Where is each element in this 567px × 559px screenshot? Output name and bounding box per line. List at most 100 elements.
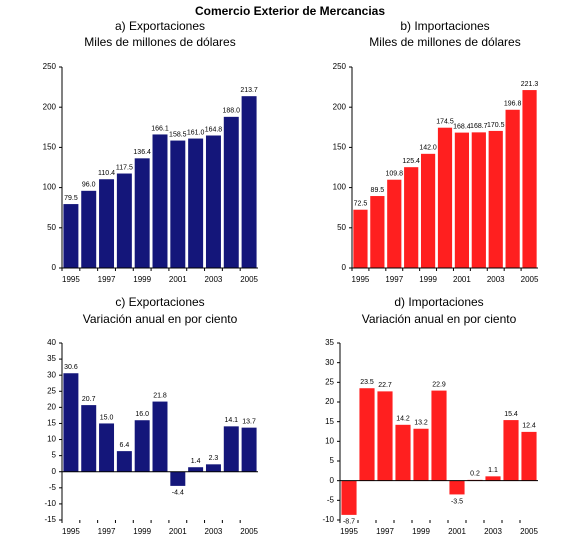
y-tick-label: -15 [44,515,56,524]
bar [116,173,132,268]
y-tick-label: 35 [325,338,334,347]
bar [377,391,393,481]
y-tick-label: 0 [52,263,57,272]
x-tick-label: 2003 [487,275,505,284]
value-label: 72.5 [354,201,368,208]
x-tick-label: 1999 [412,527,430,536]
y-tick-label: -5 [49,483,57,492]
chart-subtitle: Miles de millones de dólares [84,35,235,49]
value-label: 164.8 [205,126,223,133]
y-tick-label: 200 [43,102,57,111]
y-tick-label: 30 [47,370,56,379]
x-tick-label: 2005 [240,527,258,536]
bar [170,471,186,486]
bar [81,405,97,472]
y-tick-label: 20 [325,397,334,406]
bar [395,424,411,481]
value-label: 1.4 [191,458,201,465]
value-label: 96.0 [82,182,96,189]
y-tick-label: 150 [333,143,347,152]
value-label: 23.5 [360,379,374,386]
bar [63,373,79,472]
bar [488,130,503,268]
value-label: 1.1 [488,467,498,474]
y-tick-label: -10 [322,515,334,524]
x-tick-label: 1997 [98,275,116,284]
value-label: 2.3 [209,455,219,462]
y-tick-label: 250 [333,62,347,71]
value-label: 22.9 [432,381,446,388]
x-tick-label: 1995 [340,527,358,536]
bar [353,209,368,268]
y-tick-label: 15 [325,417,334,426]
value-label: 136.4 [133,149,151,156]
value-label: 188.0 [223,108,241,115]
bar [152,401,168,472]
value-label: 21.8 [153,392,167,399]
x-tick-label: 2003 [484,527,502,536]
x-tick-label: 2005 [521,275,539,284]
value-label: 79.5 [64,195,78,202]
value-label: 221.3 [521,81,539,88]
x-tick-label: 2001 [169,275,187,284]
y-tick-label: 200 [333,102,347,111]
value-label: 168.7 [470,123,488,130]
value-label: 30.6 [64,364,78,371]
chart-subtitle: Variación anual en por ciento [83,312,238,326]
bar [134,158,150,268]
bar [503,420,519,481]
bar [341,480,357,515]
bar [437,127,453,269]
value-label: 213.7 [240,87,258,94]
bar [241,96,257,268]
value-label: 6.4 [119,442,129,449]
value-label: 196.8 [504,101,522,108]
x-tick-label: 1995 [62,275,80,284]
y-tick-label: 40 [47,338,56,347]
value-label: 15.0 [100,414,114,421]
value-label: 14.2 [396,416,410,423]
bar [471,132,486,268]
x-tick-label: 1997 [376,527,394,536]
y-tick-label: 150 [43,143,57,152]
y-tick-label: 5 [330,456,335,465]
x-tick-label: 2001 [453,275,471,284]
value-label: 14.1 [224,417,238,424]
y-tick-label: 35 [47,354,56,363]
y-tick-label: 100 [43,183,57,192]
bar [420,153,436,268]
value-label: -8.7 [343,519,355,526]
bar [370,196,385,268]
x-tick-label: 1999 [133,275,151,284]
x-tick-label: 2005 [240,275,258,284]
value-label: 13.7 [242,418,256,425]
y-tick-label: 50 [47,223,56,232]
bar [454,132,470,268]
value-label: 12.4 [522,423,536,430]
value-label: 174.5 [436,119,454,126]
value-label: 0.2 [470,471,480,478]
y-tick-label: 0 [52,467,57,476]
bar [205,464,221,472]
y-tick-label: 15 [47,419,56,428]
y-tick-label: 50 [337,223,346,232]
y-tick-label: -10 [44,499,56,508]
chart-title: d) Importaciones [394,295,483,309]
bar [188,467,204,472]
chart-title: b) Importaciones [400,19,489,33]
bar [99,423,115,472]
page-title: Comercio Exterior de Mercancias [195,4,385,18]
value-label: 89.5 [371,187,385,194]
value-label: 125.4 [402,158,420,165]
y-tick-label: 25 [325,377,334,386]
value-label: 161.0 [187,129,205,136]
y-tick-label: 20 [47,402,56,411]
value-label: 15.4 [504,411,518,418]
x-tick-label: 2003 [205,275,223,284]
value-label: 16.0 [135,411,149,418]
value-label: 13.2 [414,420,428,427]
bar [205,135,221,268]
value-label: 168.4 [453,123,471,130]
bar [387,179,402,268]
y-tick-label: 0 [342,263,347,272]
